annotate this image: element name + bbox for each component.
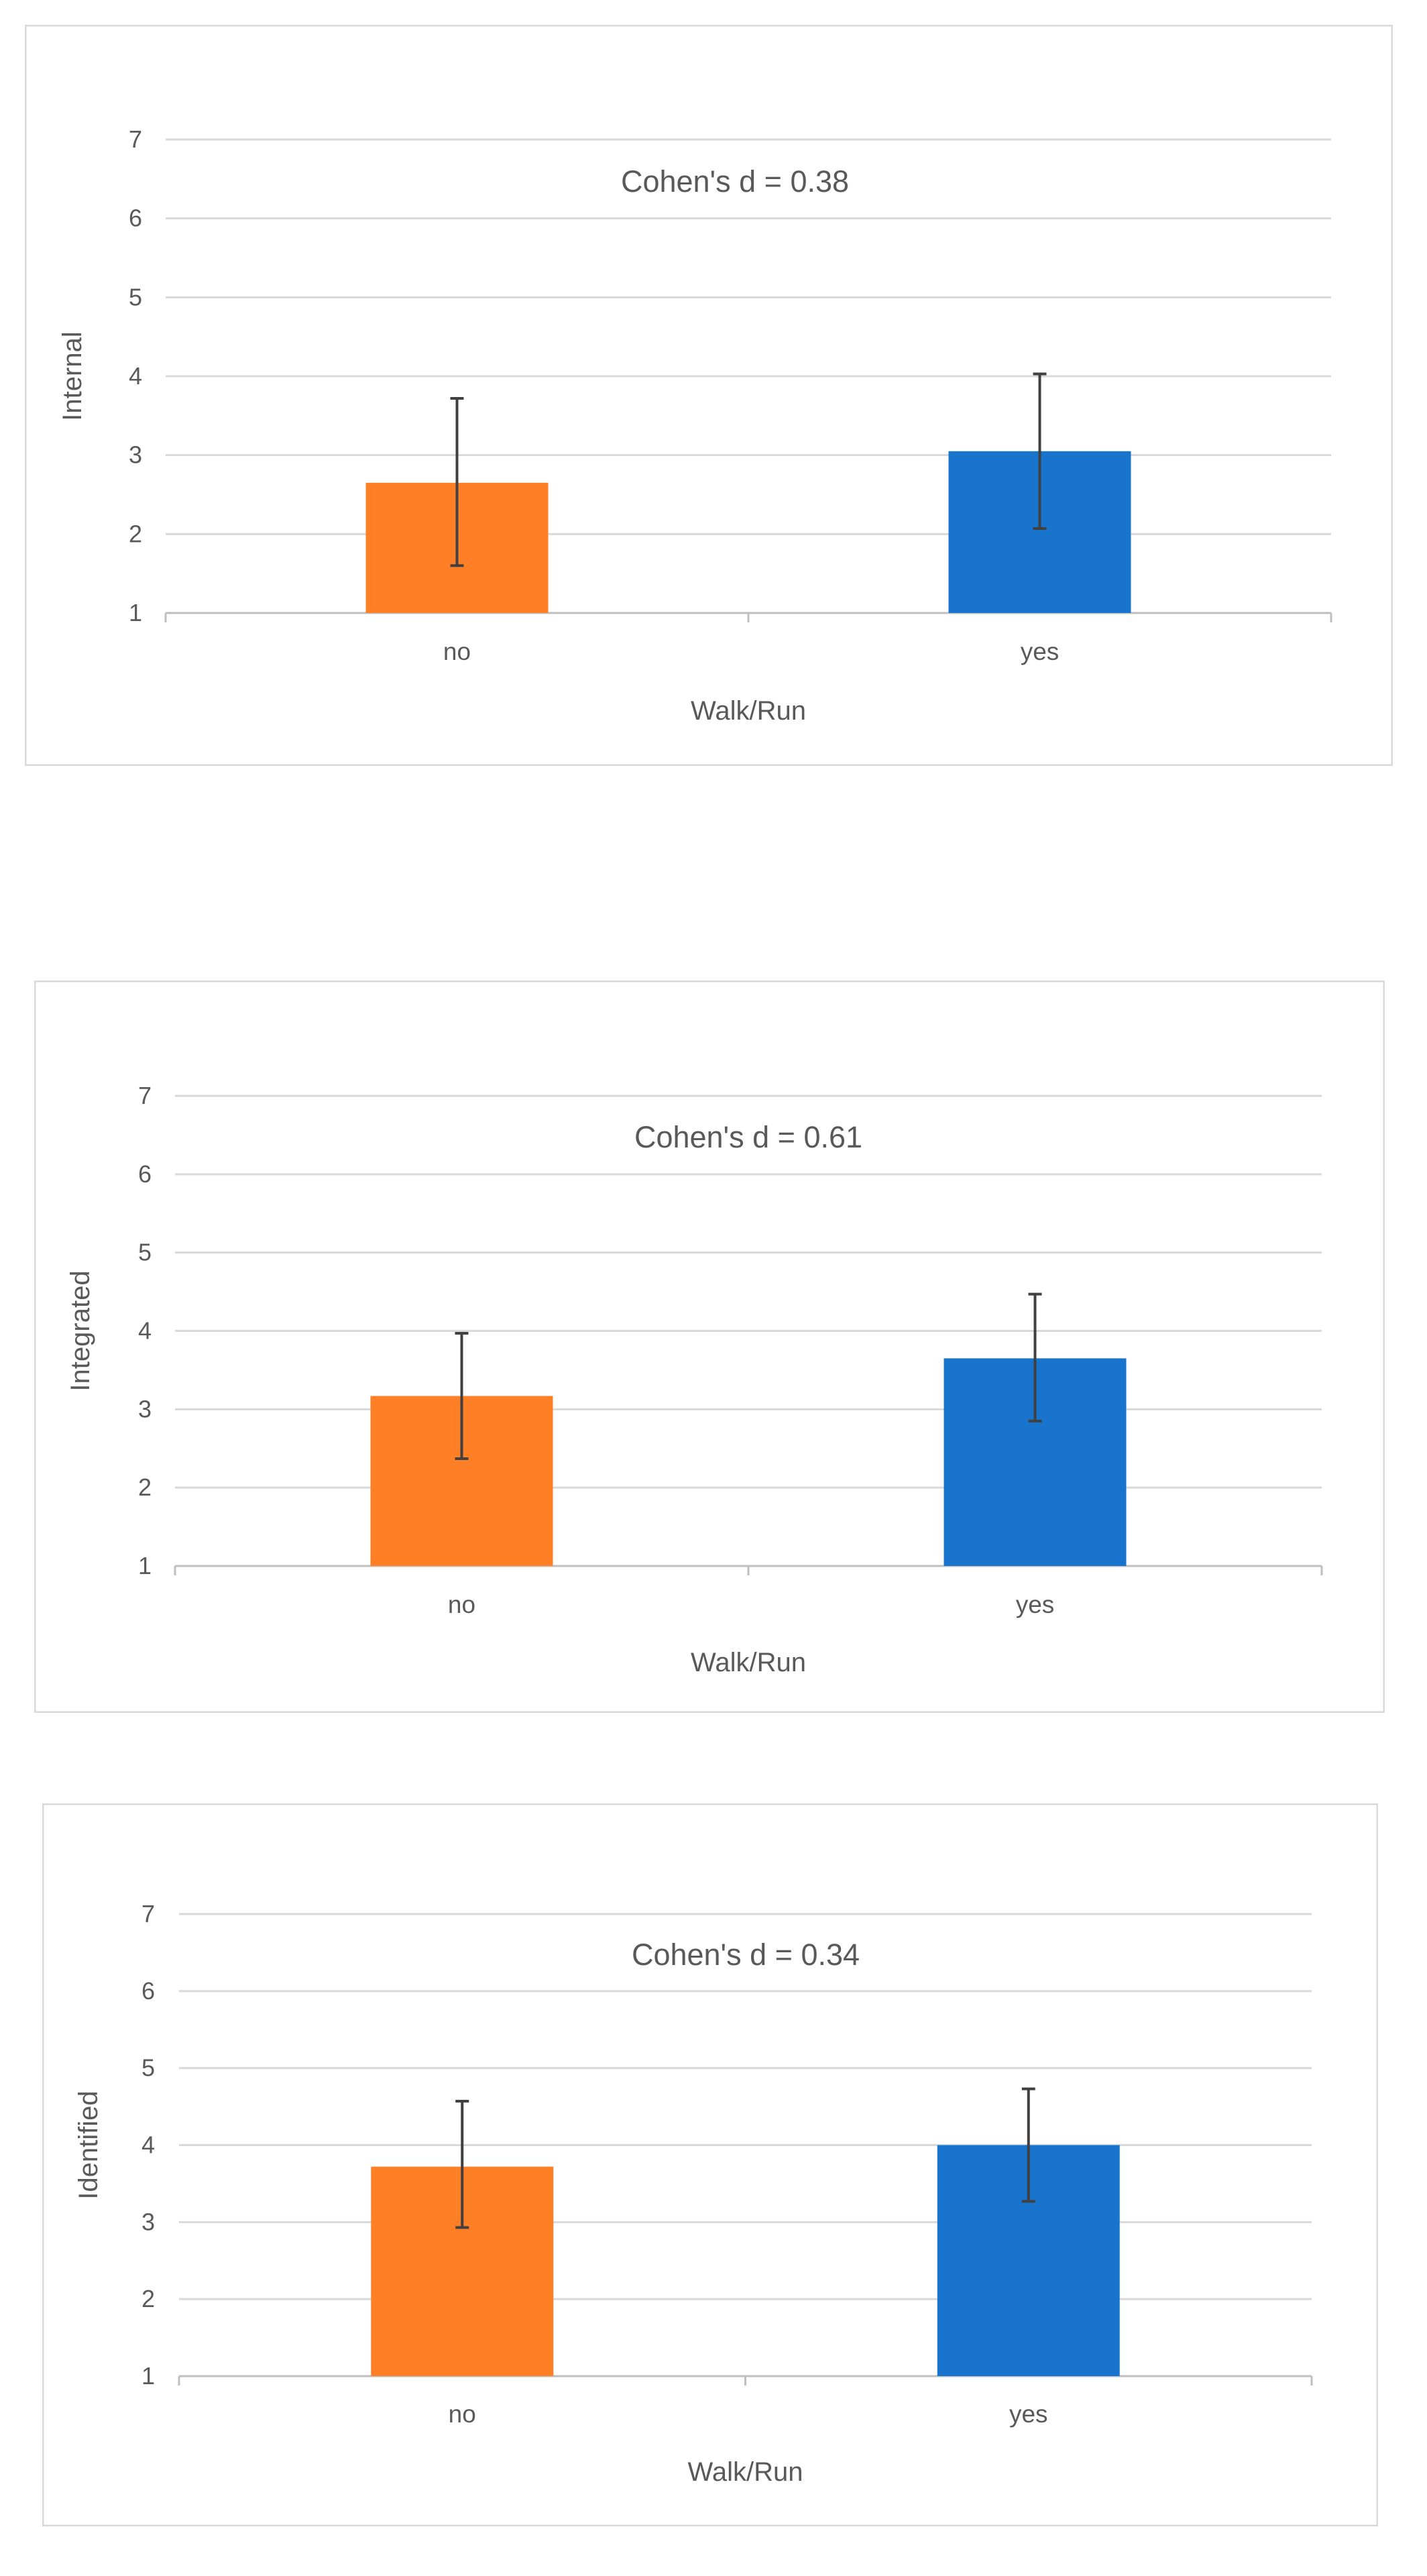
y-axis-label: Identified [74, 2090, 103, 2199]
chart-border [25, 25, 1393, 766]
x-axis-label: Walk/Run [691, 1648, 806, 1677]
y-tick-label: 7 [129, 125, 142, 153]
chart-internal: 1 2 3 4 5 6 7 no yes Cohen's d = 0.38 Walk/Run Inte… [25, 25, 1393, 766]
x-category-label: no [449, 2400, 476, 2428]
x-category-label: yes [1016, 1591, 1055, 1618]
chart-panel-integrated: 1 2 3 4 5 6 7 no yes Cohen's d = 0.61 Walk/Run Inte… [34, 981, 1385, 1713]
y-tick-label: 6 [138, 1160, 152, 1188]
chart-border [34, 981, 1385, 1713]
chart-integrated: 1 2 3 4 5 6 7 no yes Cohen's d = 0.61 Walk/Run Inte… [34, 981, 1385, 1713]
y-tick-label: 1 [138, 1552, 152, 1579]
y-tick-label: 4 [141, 2131, 155, 2159]
y-tick-label: 5 [141, 2054, 155, 2082]
y-tick-label: 6 [141, 1977, 155, 2005]
y-tick-label: 1 [141, 2362, 155, 2390]
effect-size-annotation: Cohen's d = 0.38 [621, 164, 849, 199]
x-category-label: yes [1009, 2400, 1048, 2428]
y-tick-label: 3 [141, 2208, 155, 2235]
x-category-label: no [448, 1591, 475, 1618]
y-tick-label: 5 [138, 1239, 152, 1266]
chart-identified: 1 2 3 4 5 6 7 no yes Cohen's d = 0.34 Walk/Run Iden… [42, 1803, 1378, 2526]
x-axis-label: Walk/Run [688, 2457, 803, 2487]
y-tick-label: 4 [138, 1317, 152, 1345]
y-tick-label: 3 [138, 1395, 152, 1422]
y-tick-label: 5 [129, 283, 142, 311]
x-category-label: yes [1021, 638, 1060, 665]
chart-panel-internal: 1 2 3 4 5 6 7 no yes Cohen's d = 0.38 Walk/Run Inte… [25, 25, 1393, 766]
y-tick-label: 7 [141, 1900, 155, 1927]
effect-size-annotation: Cohen's d = 0.61 [634, 1120, 862, 1154]
chart-panel-identified: 1 2 3 4 5 6 7 no yes Cohen's d = 0.34 Walk/Run Iden… [42, 1803, 1378, 2526]
y-tick-label: 2 [129, 520, 142, 547]
x-axis-label: Walk/Run [691, 696, 806, 726]
y-tick-label: 4 [129, 362, 142, 390]
x-category-label: no [443, 638, 471, 665]
y-tick-label: 2 [141, 2285, 155, 2312]
y-tick-label: 7 [138, 1082, 152, 1109]
y-tick-label: 2 [138, 1473, 152, 1501]
chart-border [42, 1803, 1378, 2526]
y-tick-label: 1 [129, 599, 142, 626]
y-tick-label: 3 [129, 441, 142, 469]
y-tick-label: 6 [129, 205, 142, 232]
y-axis-label: Internal [58, 331, 87, 421]
effect-size-annotation: Cohen's d = 0.34 [632, 1938, 860, 1972]
y-axis-label: Integrated [66, 1270, 95, 1391]
